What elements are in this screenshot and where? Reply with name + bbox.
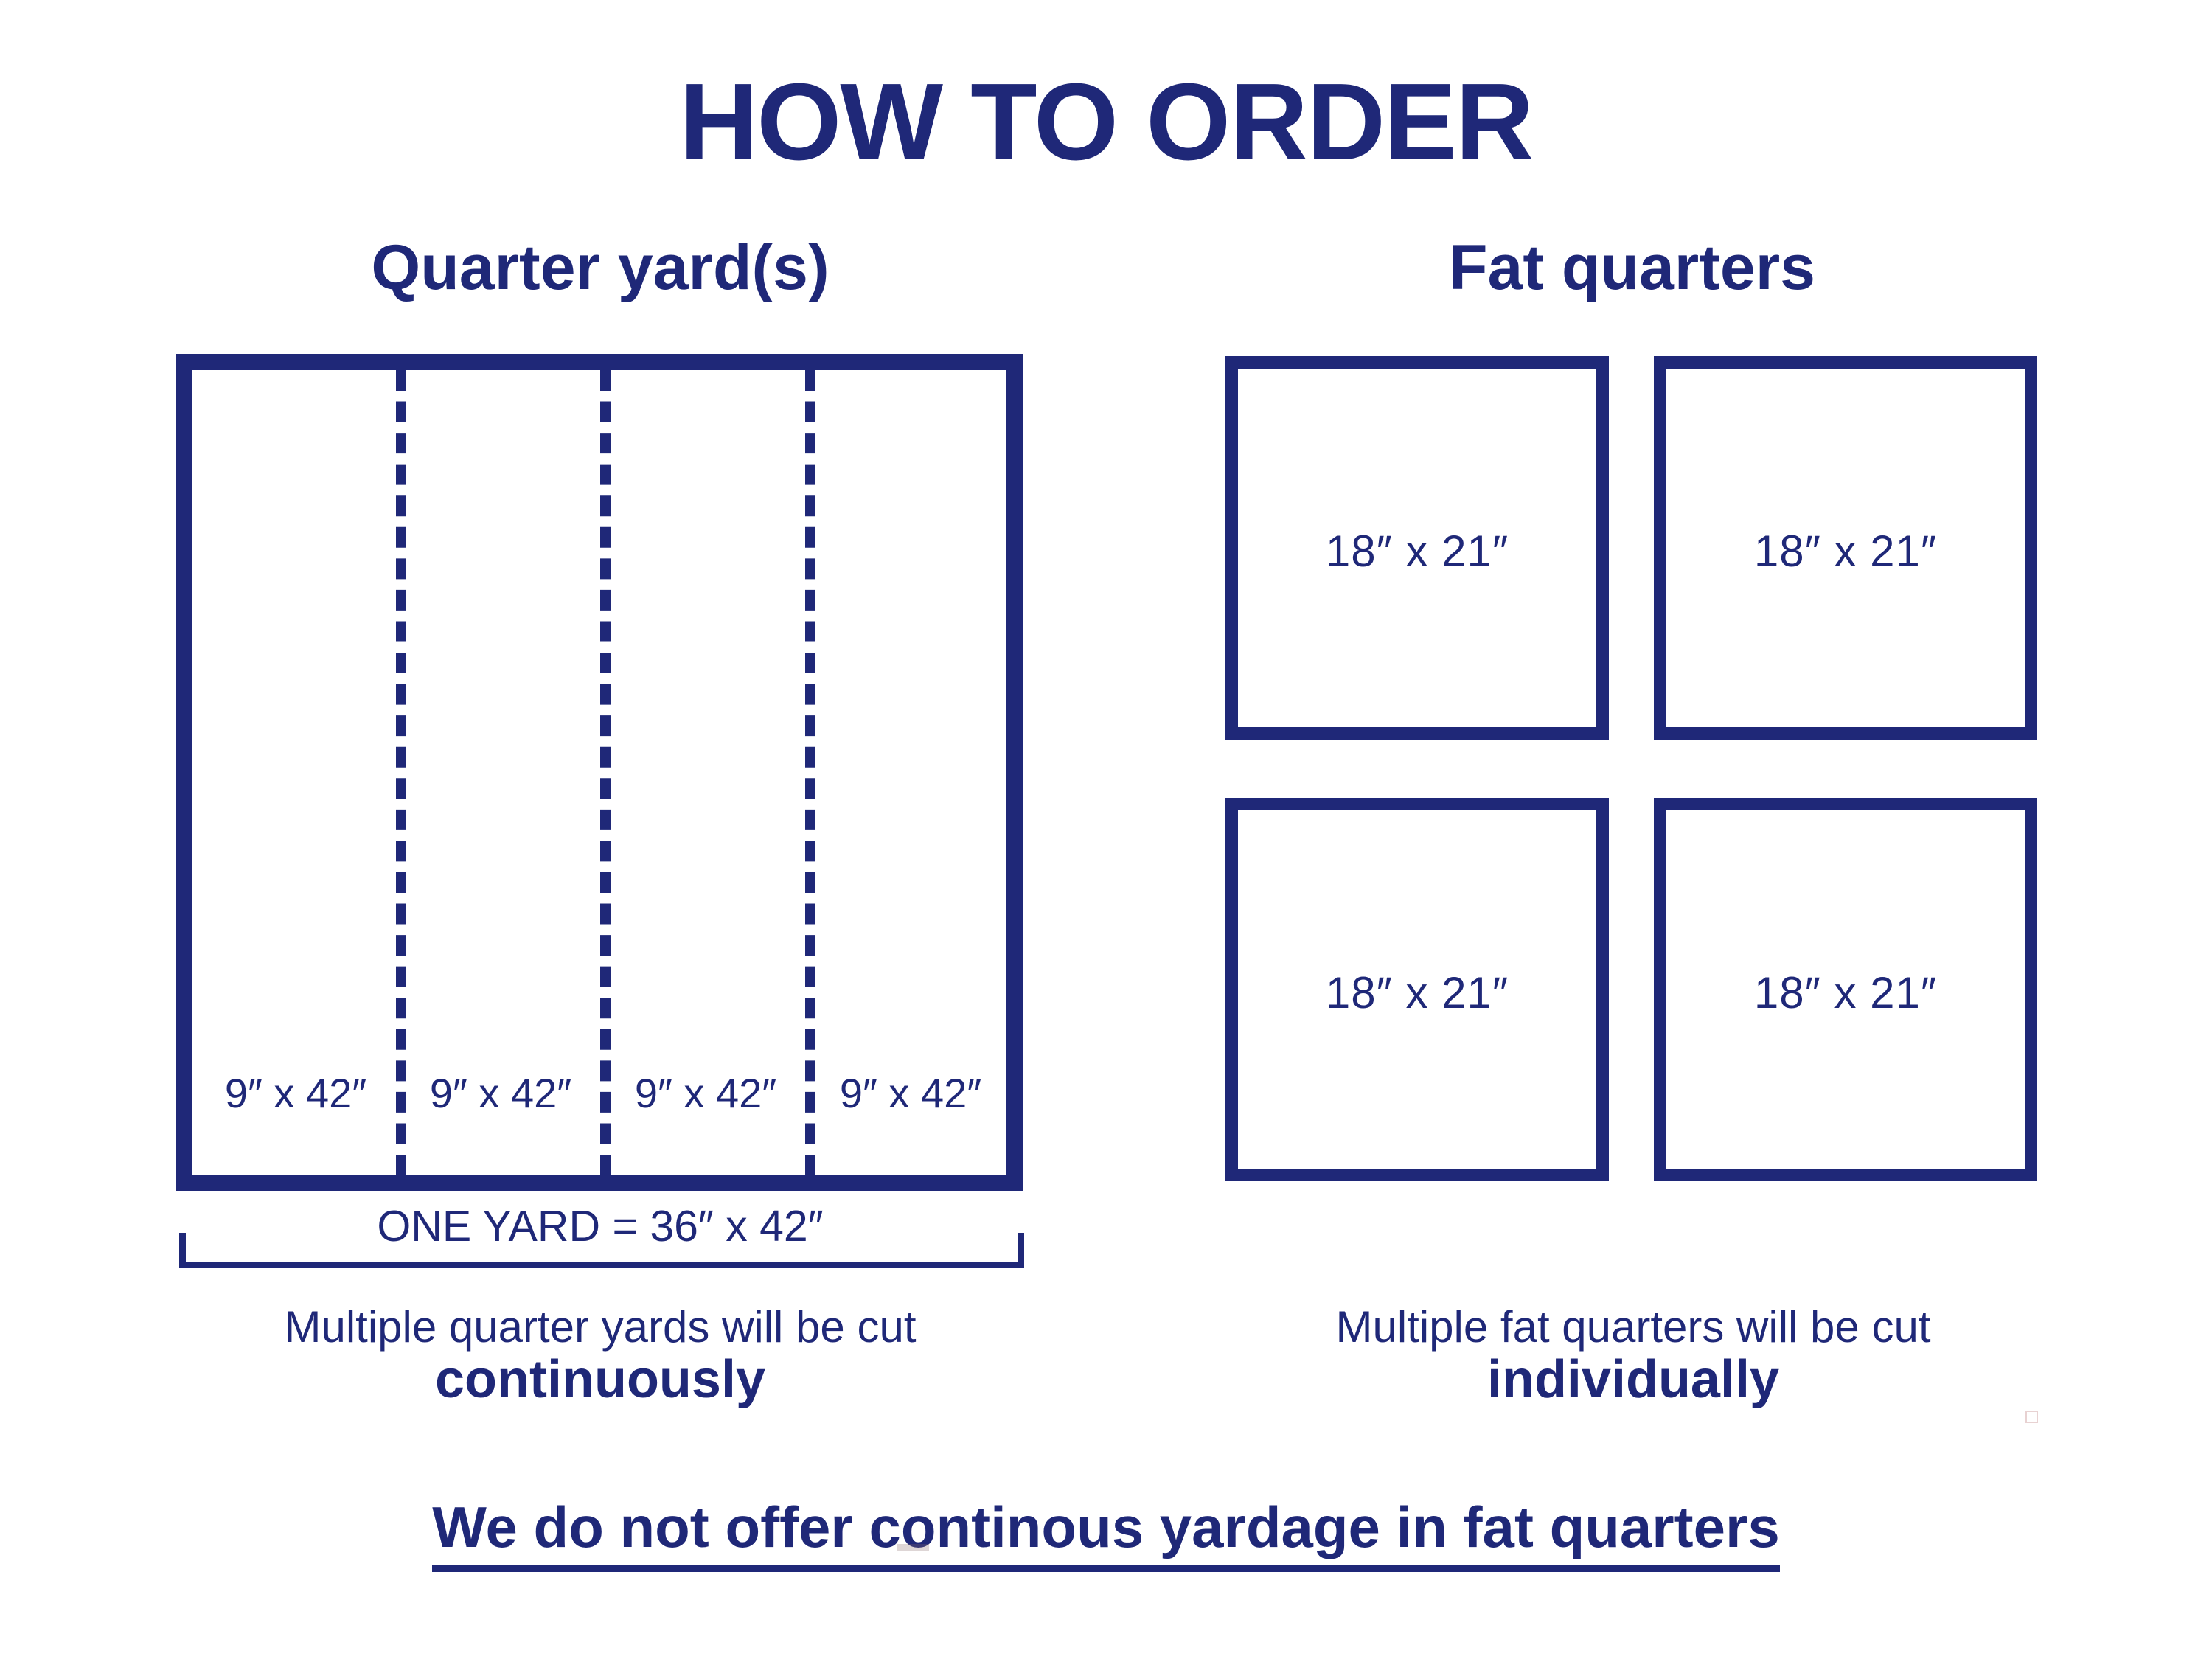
- fat-quarter-box-label: 18″ x 21″: [1325, 968, 1509, 1018]
- fat-quarters-caption-emphasis: individually: [1486, 1349, 1780, 1409]
- one-yard-dimension-bracket: [179, 1233, 1024, 1268]
- quarter-yard-strip-label: 9″ x 42″: [839, 1070, 982, 1116]
- fat-quarter-box: [1225, 356, 1609, 740]
- bracket-tick-left: [179, 1233, 186, 1268]
- fat-quarters-caption: Multiple fat quarters will be cut indivi…: [1209, 1302, 2057, 1409]
- fat-quarters-heading: Fat quarters: [1448, 232, 1816, 303]
- fat-quarter-box-label: 18″ x 21″: [1325, 526, 1509, 576]
- quarter-yard-heading: Quarter yard(s): [371, 232, 830, 303]
- fat-quarter-box: [1654, 798, 2037, 1181]
- fat-quarter-box-label: 18″ x 21″: [1753, 968, 1938, 1018]
- bracket-bar: [179, 1262, 1024, 1268]
- page-title: HOW TO ORDER: [679, 61, 1534, 183]
- quarter-yard-caption: Multiple quarter yards will be cut conti…: [139, 1302, 1061, 1409]
- fat-quarter-box: [1225, 798, 1609, 1181]
- fat-quarter-box: [1654, 356, 2037, 740]
- quarter-yard-cut-line-2: [600, 370, 611, 1175]
- fat-quarters-caption-line-1: Multiple fat quarters will be cut: [1335, 1302, 1931, 1352]
- quarter-yard-caption-emphasis: continuously: [435, 1349, 765, 1409]
- bottom-statement-text: We do not offer continous yardage in fat…: [432, 1498, 1780, 1572]
- quarter-yard-cut-line-1: [396, 370, 406, 1175]
- quarter-yard-strip-label: 9″ x 42″: [224, 1070, 367, 1116]
- quarter-yard-strip-label: 9″ x 42″: [429, 1070, 572, 1116]
- bracket-tick-right: [1018, 1233, 1024, 1268]
- quarter-yard-cut-line-3: [805, 370, 815, 1175]
- one-yard-dimension-caption: ONE YARD = 36″ x 42″: [377, 1202, 824, 1251]
- scan-artifact-icon: [2025, 1411, 2038, 1423]
- quarter-yard-strip-label: 9″ x 42″: [634, 1070, 777, 1116]
- one-yard-rectangle: [176, 354, 1023, 1191]
- quarter-yard-caption-line-1: Multiple quarter yards will be cut: [284, 1302, 917, 1352]
- fat-quarter-box-label: 18″ x 21″: [1753, 526, 1938, 576]
- bottom-statement: We do not offer continous yardage in fat…: [0, 1498, 2212, 1572]
